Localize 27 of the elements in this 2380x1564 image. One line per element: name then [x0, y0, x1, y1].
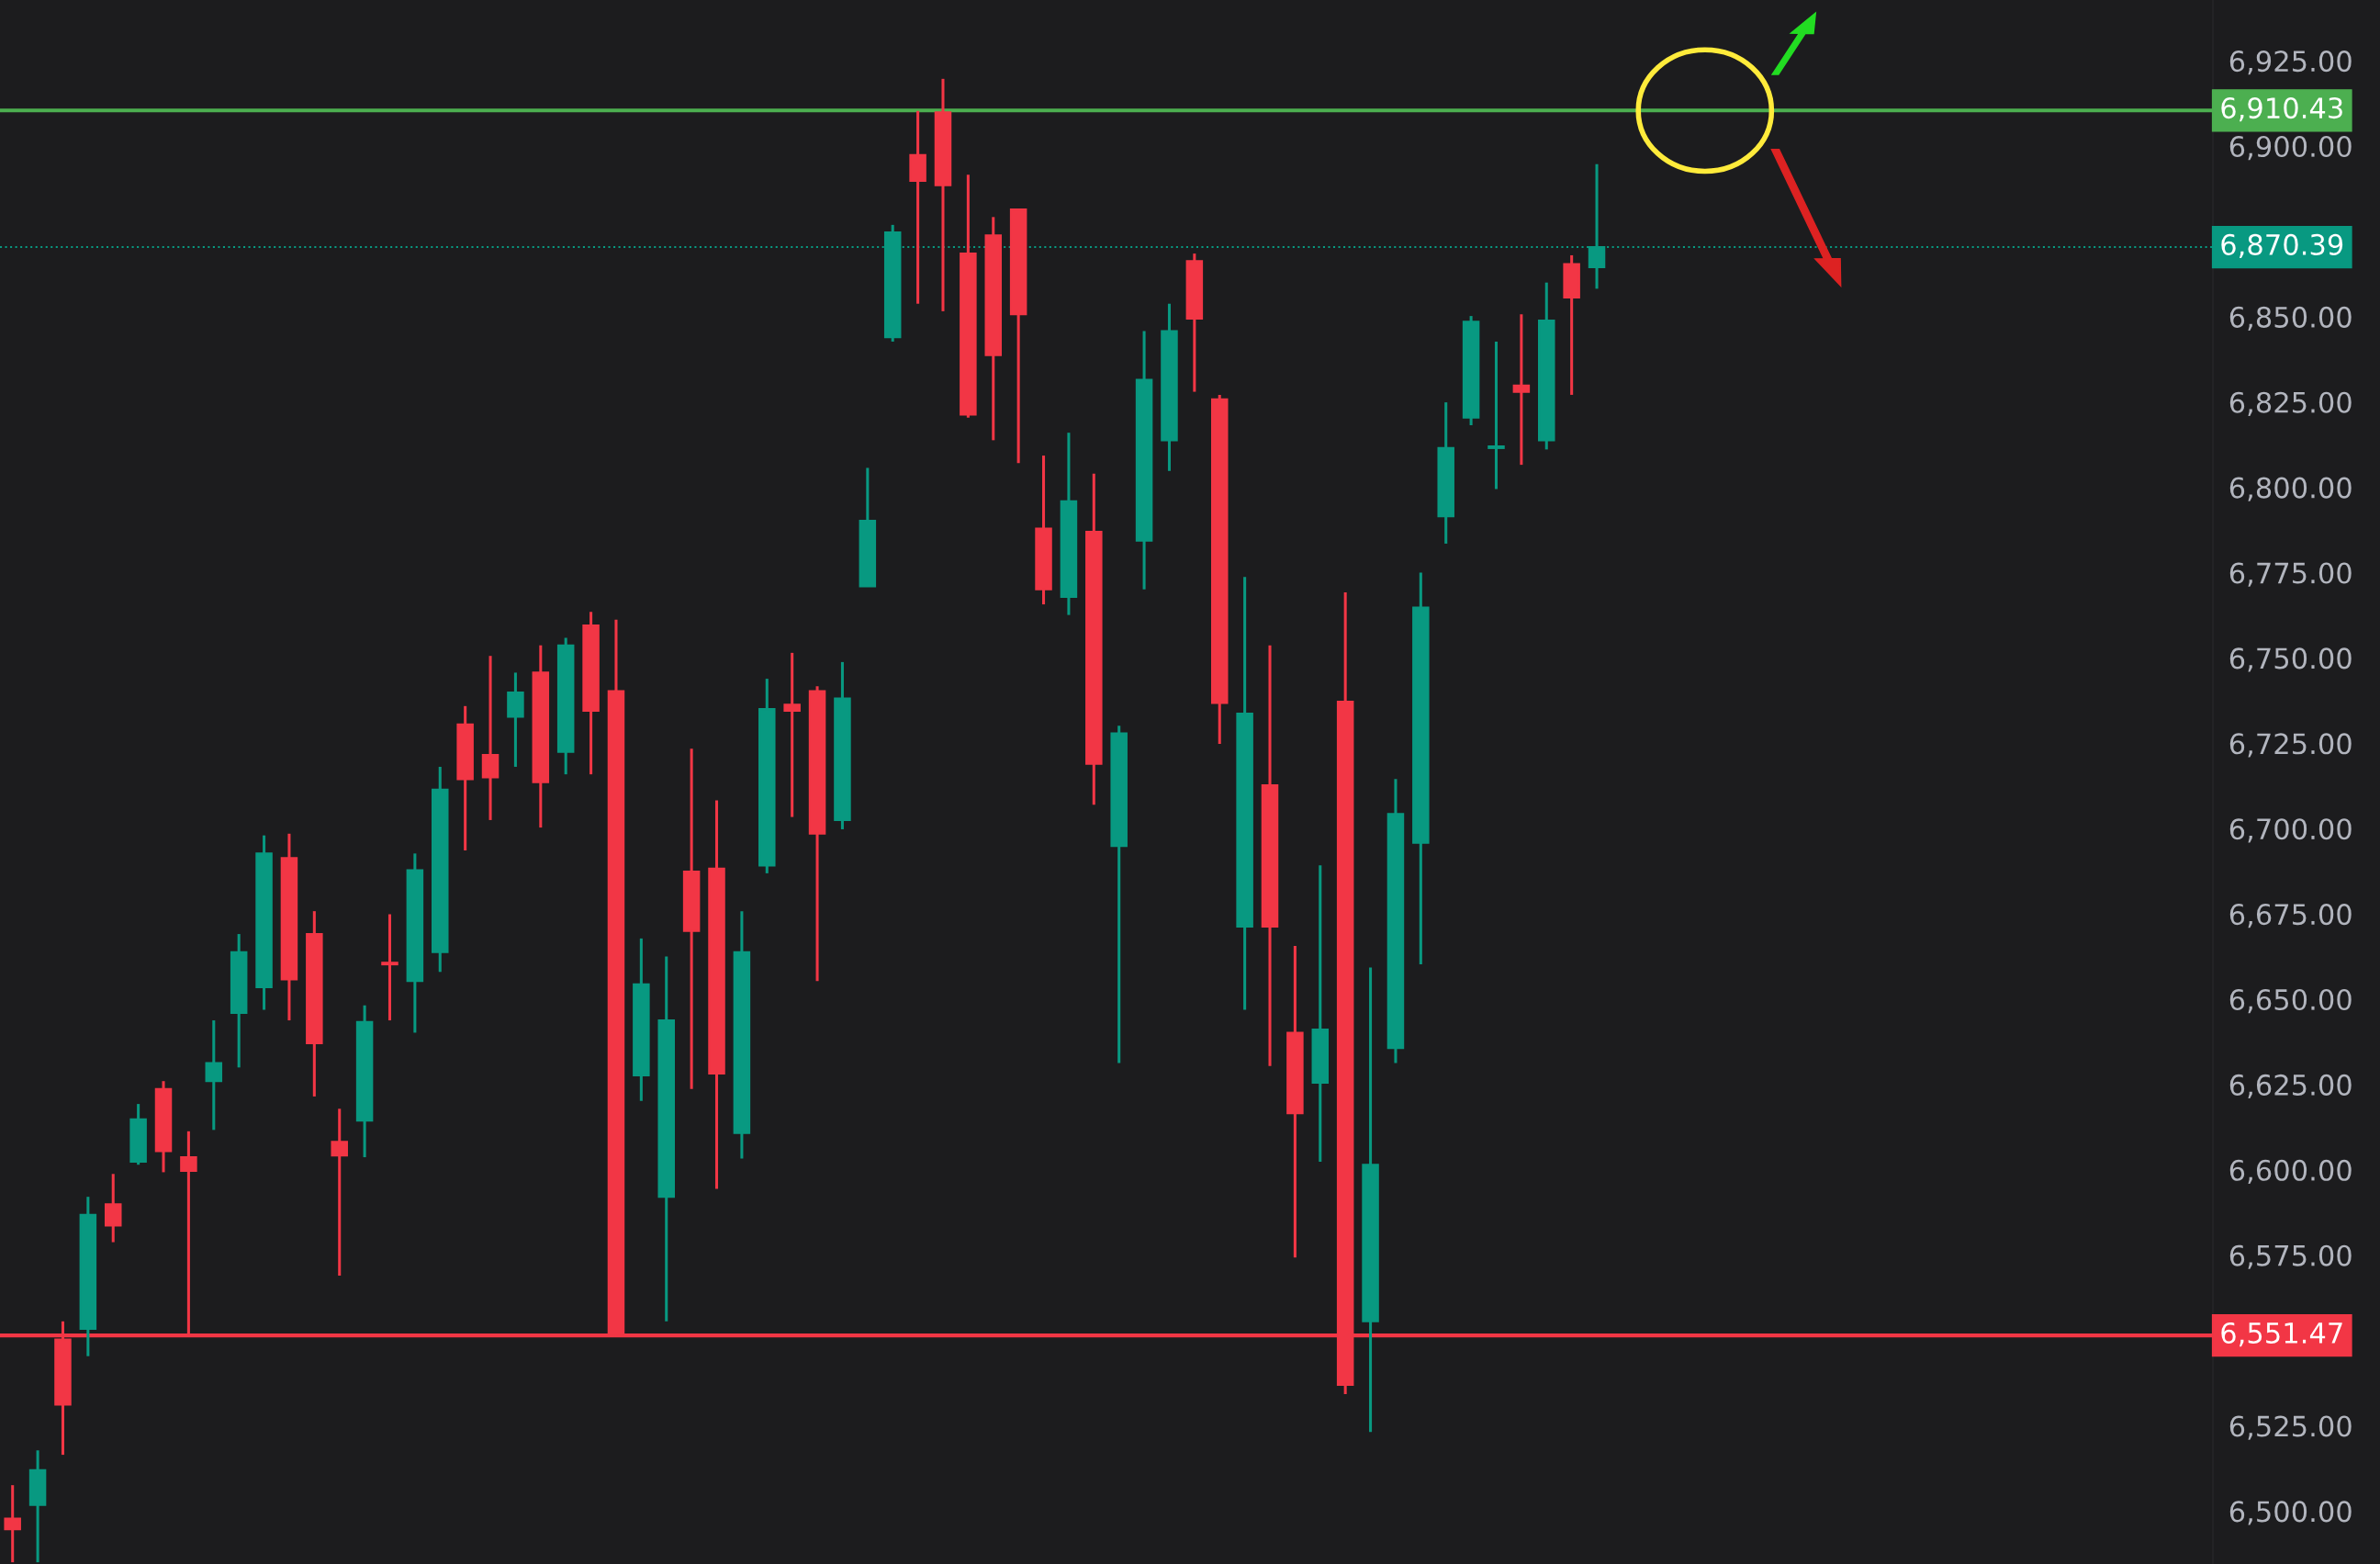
y-tick-label: 6,725.00 [2229, 733, 2352, 758]
y-tick-label: 6,850.00 [2229, 306, 2352, 331]
y-tick-label: 6,800.00 [2229, 477, 2352, 501]
candlestick [331, 1108, 348, 1277]
y-tick-label: 6,700.00 [2229, 818, 2352, 843]
y-tick-label: 6,650.00 [2229, 988, 2352, 1014]
y-tick-label: 6,525.00 [2229, 1415, 2352, 1440]
y-tick-label: 6,775.00 [2229, 562, 2352, 587]
ref-line-label: 6,551.47 [2221, 1322, 2342, 1347]
ref-line-label: 6,870.39 [2221, 233, 2343, 259]
y-tick-label: 6,750.00 [2229, 647, 2352, 672]
y-tick-label: 6,500.00 [2229, 1501, 2352, 1525]
candlestick [104, 1174, 122, 1243]
candlestick [4, 1485, 21, 1564]
candlestick [205, 1020, 223, 1131]
candlestick [1512, 314, 1531, 467]
y-tick-label: 6,825.00 [2229, 391, 2352, 416]
y-tick-label: 6,575.00 [2229, 1244, 2352, 1269]
y-tick-label: 6,675.00 [2229, 904, 2352, 928]
y-tick-label: 6,600.00 [2229, 1159, 2352, 1184]
y-tick-label: 6,900.00 [2229, 135, 2352, 161]
ref-line-label: 6,910.43 [2221, 97, 2342, 122]
y-tick-label: 6,925.00 [2229, 51, 2352, 75]
y-tick-label: 6,625.00 [2229, 1074, 2352, 1099]
candlestick [1488, 341, 1505, 489]
candlestick [381, 914, 399, 1022]
candlestick [783, 651, 801, 817]
